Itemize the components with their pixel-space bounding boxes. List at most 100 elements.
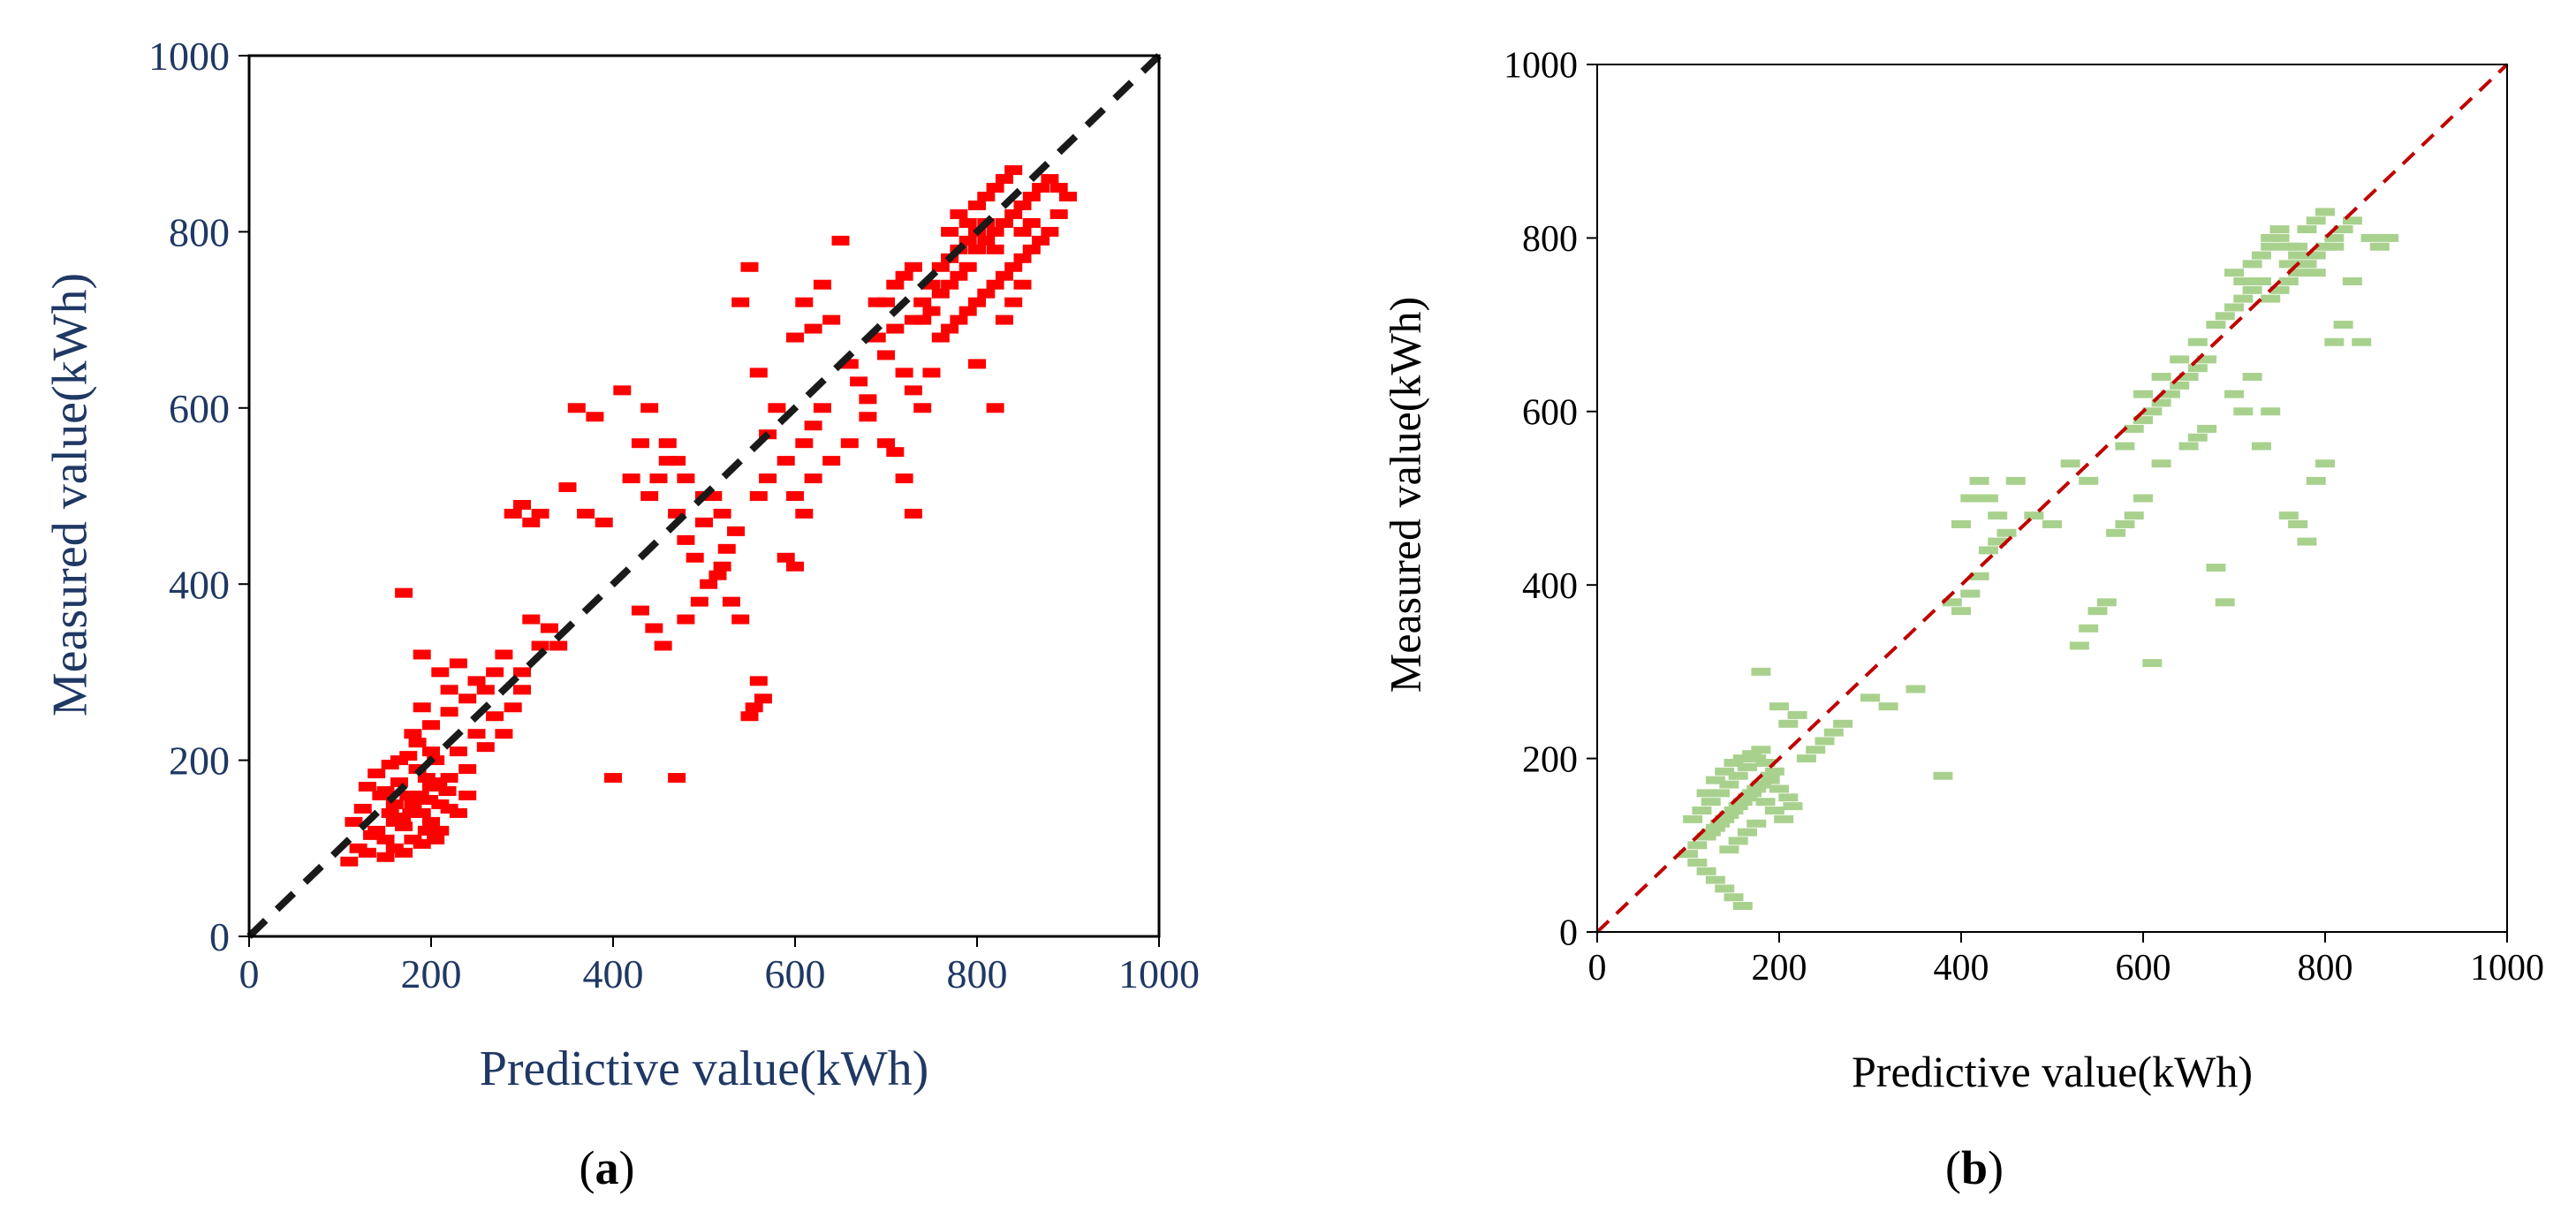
- data-point: [1710, 819, 1731, 828]
- data-point: [1719, 845, 1739, 854]
- data-point: [708, 570, 727, 580]
- data-point: [395, 847, 413, 858]
- data-point: [859, 412, 877, 422]
- data-point: [886, 323, 905, 334]
- data-point: [422, 720, 440, 731]
- data-point: [1755, 798, 1776, 807]
- data-point: [986, 279, 1004, 290]
- panel-a-chart: 0 200 400 600 800 1000 0 200 400 600 800 1000 Predic…: [43, 34, 1200, 1194]
- data-point: [645, 623, 663, 633]
- data-point: [1732, 754, 1753, 763]
- data-point: [786, 332, 804, 343]
- data-point: [349, 843, 367, 853]
- data-point: [1715, 884, 1735, 893]
- data-point: [427, 755, 445, 766]
- x-tick-label: 400: [1934, 948, 1989, 989]
- data-point: [968, 200, 986, 210]
- data-point: [931, 261, 950, 272]
- data-point: [986, 183, 1004, 193]
- data-point: [931, 332, 950, 343]
- data-point: [2160, 390, 2180, 398]
- data-point: [1013, 253, 1032, 263]
- data-point: [2133, 494, 2153, 503]
- data-point: [1751, 780, 1771, 789]
- data-point: [2360, 233, 2381, 242]
- data-point: [995, 174, 1013, 185]
- data-point: [2042, 519, 2062, 528]
- data-point: [713, 561, 731, 572]
- data-point: [717, 543, 736, 554]
- data-point: [686, 552, 704, 563]
- data-point: [1787, 711, 1807, 719]
- data-point: [1022, 217, 1041, 228]
- data-point: [1696, 789, 1716, 798]
- data-point: [904, 508, 922, 519]
- data-point: [1678, 850, 1698, 859]
- data-point: [700, 579, 718, 589]
- data-point: [677, 614, 695, 625]
- data-point: [868, 332, 886, 343]
- data-point: [395, 587, 413, 598]
- data-point: [1996, 528, 2017, 537]
- data-point: [745, 702, 763, 713]
- reference-line: [246, 53, 1162, 939]
- data-point: [986, 244, 1004, 254]
- data-point: [1049, 208, 1068, 219]
- data-point: [777, 552, 795, 563]
- data-point: [1013, 226, 1032, 237]
- data-point: [727, 526, 746, 536]
- data-point: [486, 711, 504, 722]
- data-point: [376, 785, 395, 796]
- data-point: [2215, 598, 2235, 607]
- data-point: [2306, 251, 2326, 260]
- data-point: [2170, 381, 2190, 390]
- data-point: [895, 270, 913, 281]
- panel-b-chart: 0 200 400 600 800 1000 0 200 400 600 800 1000 Predic…: [1381, 46, 2545, 1194]
- data-point: [2197, 424, 2217, 433]
- data-point: [531, 640, 549, 651]
- data-point: [1728, 837, 1748, 845]
- data-point: [1724, 759, 1744, 768]
- data-point: [1742, 750, 1762, 759]
- data-point: [420, 794, 438, 805]
- data-point: [1013, 279, 1032, 290]
- data-point: [1710, 789, 1731, 798]
- data-point: [995, 270, 1013, 281]
- data-point: [1815, 737, 1835, 746]
- data-point: [1715, 767, 1735, 776]
- data-point: [654, 640, 672, 651]
- data-point: [1032, 235, 1050, 246]
- data-point: [2224, 269, 2244, 277]
- data-point: [813, 403, 831, 413]
- data-point: [1701, 798, 1721, 807]
- data-point: [1783, 802, 1803, 811]
- data-point: [2288, 269, 2308, 277]
- data-point: [1833, 719, 1853, 728]
- data-point: [977, 235, 996, 246]
- data-point: [522, 517, 541, 527]
- panel-a-points: [340, 165, 1077, 867]
- data-point: [2251, 251, 2271, 260]
- data-point: [513, 499, 531, 510]
- data-point: [1878, 702, 1898, 711]
- data-point: [986, 226, 1004, 237]
- x-tick-label: 1000: [1118, 951, 1200, 996]
- data-point: [2261, 233, 2281, 242]
- data-point: [429, 777, 448, 788]
- data-point: [449, 746, 467, 757]
- data-point: [495, 729, 513, 739]
- data-point: [2352, 337, 2372, 346]
- data-point: [795, 438, 814, 449]
- data-point: [1760, 776, 1780, 784]
- data-point: [922, 367, 941, 378]
- data-point: [668, 773, 686, 784]
- data-point: [495, 649, 513, 660]
- data-point: [1988, 511, 2008, 520]
- data-point: [381, 760, 399, 770]
- data-point: [958, 217, 977, 228]
- data-point: [2369, 242, 2390, 251]
- data-point: [2087, 607, 2108, 616]
- data-point: [408, 738, 427, 748]
- data-point: [1764, 807, 1784, 815]
- data-point: [977, 288, 996, 299]
